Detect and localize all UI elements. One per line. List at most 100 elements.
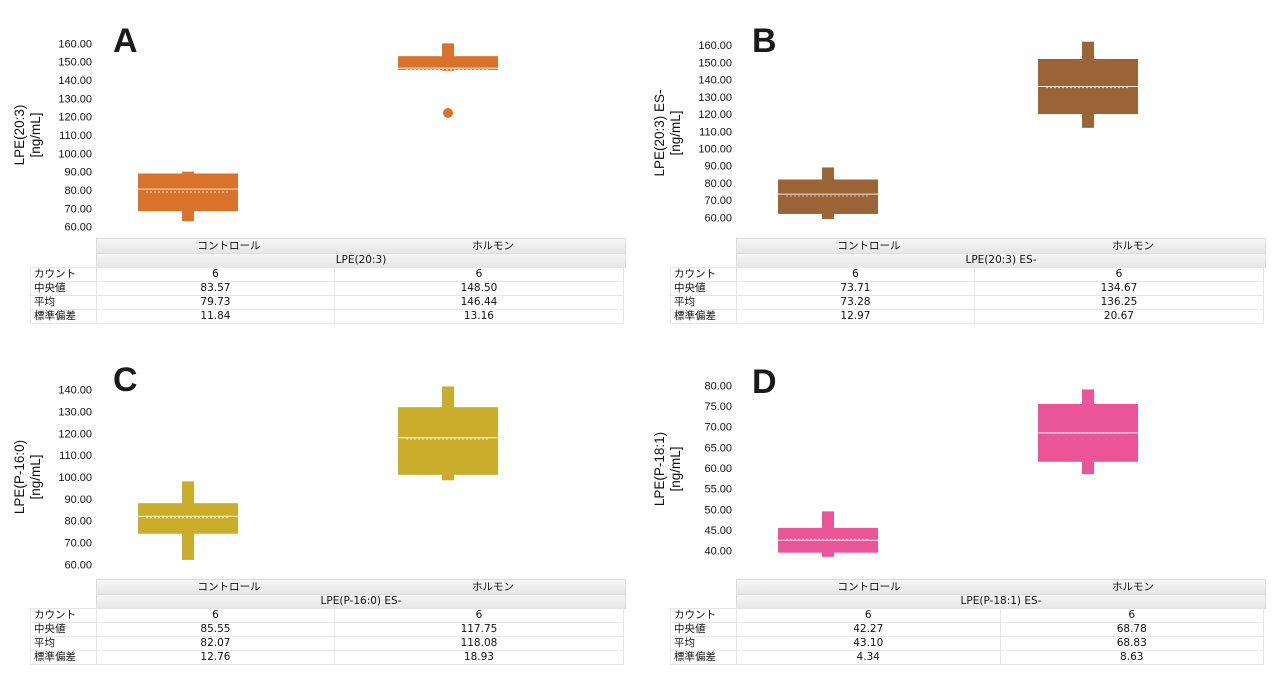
y-tick-label: 80.00 <box>704 380 732 392</box>
stats-row-label: 中央値 <box>670 622 737 637</box>
box-body <box>398 56 498 70</box>
stats-row: 標準偏差 12.76 18.93 <box>30 650 625 665</box>
y-tick-label: 50.00 <box>704 504 732 516</box>
category-header-row: コントロール ホルモン <box>96 238 626 254</box>
stats-table: カウント 6 6 中央値 73.71 134.67 平均 73.28 136.25 標準偏差 12.… <box>670 267 1265 324</box>
stats-cell: 73.71 <box>736 281 975 296</box>
y-tick-label: 140.00 <box>58 75 92 87</box>
stats-row: カウント 6 6 <box>670 267 1265 282</box>
stats-row-label: 中央値 <box>30 281 97 296</box>
group-label-row: LPE(P-18:1) ES- <box>736 594 1266 609</box>
box-plot-svg: 60.00 70.00 80.00 90.00 100.00 110.00 120.00 13… <box>58 385 498 571</box>
chart-panel-b: B LPE(20:3) ES- [ng/mL] 60.00 70.00 80.00 90… <box>648 12 1268 342</box>
panel-letter: D <box>752 363 777 401</box>
category-header-row: コントロール ホルモン <box>96 579 626 595</box>
stats-cell: 148.50 <box>333 281 625 296</box>
y-tick-label: 40.00 <box>704 546 732 558</box>
y-tick-label: 70.00 <box>64 537 92 549</box>
y-tick-label: 60.00 <box>64 559 92 571</box>
y-tick-label: 80.00 <box>64 516 92 528</box>
category-label: コントロール <box>837 240 901 252</box>
stats-cell: 146.44 <box>333 295 625 310</box>
y-tick-label: 100.00 <box>58 148 92 160</box>
y-tick-label: 120.00 <box>698 109 732 121</box>
category-label: ホルモン <box>1112 581 1154 593</box>
stats-table: カウント 6 6 中央値 42.27 68.78 平均 43.10 68.83 標準偏差 4.34 8… <box>670 608 1264 665</box>
stats-cell: 6 <box>96 267 335 282</box>
stats-cell: 83.57 <box>96 281 335 296</box>
y-tick-label: 100.00 <box>698 144 732 156</box>
stats-cell: 68.78 <box>999 622 1264 637</box>
stats-row-label: 平均 <box>670 636 737 651</box>
stats-row-label: 平均 <box>670 295 737 310</box>
chart-panel-d: D LPE(P-18:1) [ng/mL] 40.00 45.00 50.00 55.0… <box>648 355 1268 685</box>
stats-row: 平均 73.28 136.25 <box>670 295 1265 310</box>
stats-cell: 13.16 <box>333 309 625 324</box>
stats-row: 平均 79.73 146.44 <box>30 295 625 310</box>
group-label-row: LPE(20:3) ES- <box>736 253 1266 268</box>
box-body <box>138 503 238 534</box>
category-label: コントロール <box>197 581 261 593</box>
stats-row-label: 平均 <box>30 636 97 651</box>
stats-table: カウント 6 6 中央値 83.57 148.50 平均 79.73 146.44 標準偏差 11.… <box>30 267 625 324</box>
stats-cell: 20.67 <box>973 309 1265 324</box>
box-body <box>778 179 878 214</box>
stats-row: 標準偏差 4.34 8.63 <box>670 650 1264 665</box>
category-label: コントロール <box>197 240 261 252</box>
y-tick-label: 60.00 <box>704 463 732 475</box>
stats-row-label: 標準偏差 <box>30 309 97 324</box>
y-tick-label: 160.00 <box>58 38 92 50</box>
stats-cell: 6 <box>736 267 975 282</box>
y-tick-label: 70.00 <box>704 422 732 434</box>
category-label: ホルモン <box>1112 240 1154 252</box>
stats-cell: 118.08 <box>333 636 625 651</box>
y-tick-label: 150.00 <box>698 57 732 69</box>
outlier-point <box>443 108 453 118</box>
stats-cell: 117.75 <box>333 622 625 637</box>
stats-row-label: 中央値 <box>670 281 737 296</box>
box-body <box>398 407 498 475</box>
stats-row: 平均 82.07 118.08 <box>30 636 625 651</box>
category-header-row: コントロール ホルモン <box>736 238 1266 254</box>
y-tick-label: 140.00 <box>58 385 92 397</box>
stats-cell: 82.07 <box>96 636 335 651</box>
y-tick-label: 80.00 <box>704 178 732 190</box>
stats-cell: 79.73 <box>96 295 335 310</box>
category-label: コントロール <box>837 581 901 593</box>
stats-row: 平均 43.10 68.83 <box>670 636 1264 651</box>
category-header-row: コントロール ホルモン <box>736 579 1266 595</box>
stats-cell: 6 <box>999 608 1264 623</box>
stats-cell: 6 <box>973 267 1265 282</box>
stats-cell: 43.10 <box>736 636 1001 651</box>
stats-row-label: 平均 <box>30 295 97 310</box>
y-tick-label: 110.00 <box>59 450 92 462</box>
y-tick-label: 100.00 <box>58 472 92 484</box>
y-tick-label: 70.00 <box>704 195 732 207</box>
y-tick-label: 70.00 <box>64 203 92 215</box>
stats-row-label: カウント <box>30 267 97 282</box>
stats-row: 中央値 85.55 117.75 <box>30 622 625 637</box>
y-tick-label: 60.00 <box>64 222 92 234</box>
stats-row: カウント 6 6 <box>670 608 1264 623</box>
y-tick-label: 90.00 <box>64 167 92 179</box>
stats-cell: 85.55 <box>96 622 335 637</box>
group-label-row: LPE(P-16:0) ES- <box>96 594 626 609</box>
y-tick-label: 110.00 <box>699 126 732 138</box>
y-tick-label: 160.00 <box>698 40 732 52</box>
y-tick-label: 120.00 <box>58 112 92 124</box>
stats-row-label: カウント <box>670 608 737 623</box>
stats-cell: 12.76 <box>96 650 335 665</box>
y-tick-label: 90.00 <box>64 494 92 506</box>
y-tick-label: 130.00 <box>698 92 732 104</box>
stats-row: 標準偏差 11.84 13.16 <box>30 309 625 324</box>
stats-row-label: 標準偏差 <box>670 650 737 665</box>
stats-row: 中央値 83.57 148.50 <box>30 281 625 296</box>
y-tick-label: 65.00 <box>704 442 732 454</box>
stats-row: カウント 6 6 <box>30 267 625 282</box>
category-label: ホルモン <box>472 240 514 252</box>
panel-letter: B <box>752 22 777 60</box>
stats-cell: 6 <box>96 608 335 623</box>
stats-row: 中央値 42.27 68.78 <box>670 622 1264 637</box>
stats-cell: 8.63 <box>999 650 1264 665</box>
y-tick-label: 120.00 <box>58 428 92 440</box>
